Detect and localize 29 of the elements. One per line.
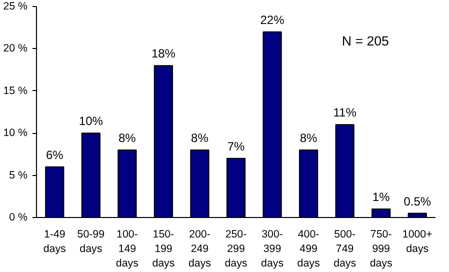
- x-tick-label: 100- 149 days: [116, 228, 138, 270]
- data-label: 8%: [300, 130, 318, 145]
- y-tick-label: 0 %: [9, 212, 28, 224]
- data-label: 7%: [227, 139, 245, 154]
- data-label: 22%: [260, 12, 285, 27]
- y-tick-label: 5 %: [9, 169, 28, 182]
- data-label: 6%: [46, 148, 64, 162]
- y-tick-label: 15 %: [3, 84, 28, 97]
- y-tick-label: 10 %: [3, 127, 28, 140]
- x-tick-label: 400- 499 days: [297, 228, 320, 270]
- x-tick-label: 150- 199 days: [152, 228, 175, 270]
- data-label: 11%: [333, 106, 357, 120]
- y-tick-label: 20 %: [3, 42, 28, 55]
- x-tick-label: 750- 999 days: [370, 228, 392, 270]
- x-tick-label: 300- 399 days: [261, 228, 284, 270]
- x-tick-label: 250- 299 days: [224, 228, 248, 270]
- x-tick-label: 1000+ days: [402, 228, 432, 255]
- x-tick-label: 500- 749 days: [334, 228, 356, 270]
- annotation: N = 205: [342, 34, 389, 49]
- data-label: 10%: [78, 114, 104, 128]
- x-tick-label: 1-49 days: [43, 228, 66, 255]
- data-label: 18%: [151, 46, 176, 61]
- x-tick-label: 50-99 days: [77, 228, 105, 255]
- data-label: 1%: [372, 190, 390, 204]
- data-label: 8%: [191, 130, 209, 145]
- data-label: 8%: [118, 130, 136, 145]
- x-tick-label: 200- 249 days: [188, 228, 211, 270]
- y-tick-label: 25 %: [3, 0, 28, 12]
- data-label: 0.5%: [404, 194, 432, 208]
